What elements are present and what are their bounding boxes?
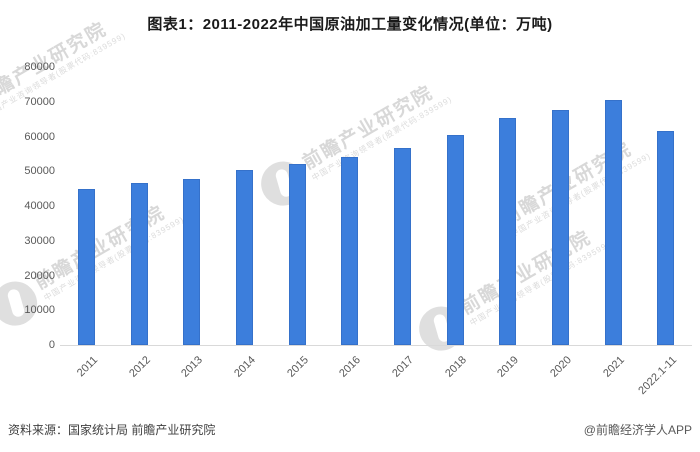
x-axis-tick-label: 2021 [600, 354, 627, 380]
y-axis-tick-label: 30000 [24, 234, 55, 247]
x-axis-tick-label: 2020 [548, 354, 574, 380]
y-axis-tick-label: 10000 [24, 304, 55, 317]
chart-title: 图表1：2011-2022年中国原油加工量变化情况(单位：万吨) [147, 16, 553, 33]
bar-2020 [551, 110, 569, 345]
x-axis-tick-label: 2016 [337, 354, 364, 380]
x-axis-line [60, 345, 692, 346]
source-note: 资料来源：国家统计局 前瞻产业研究院 [8, 423, 216, 437]
bar-2021 [604, 100, 622, 345]
bar-2015 [288, 163, 306, 345]
y-axis-tick-label: 70000 [24, 95, 55, 108]
x-axis-tick-label: 2015 [284, 354, 311, 380]
credit-note: @前瞻经济学人APP [583, 423, 692, 437]
x-axis-tick-label: 2017 [390, 354, 416, 380]
bar-2018 [446, 135, 464, 345]
bar-2019 [499, 118, 517, 345]
x-axis-tick-label: 2012 [126, 354, 153, 380]
y-axis-tick-label: 50000 [24, 165, 55, 178]
y-axis-tick-label: 20000 [24, 269, 55, 282]
bar-2013 [183, 178, 201, 345]
x-axis-tick-label: 2019 [495, 354, 522, 380]
bar-2017 [393, 147, 411, 345]
x-axis-tick-label: 2011 [74, 354, 100, 380]
bar-2016 [341, 157, 359, 345]
x-axis-tick-label: 2022.1-11 [636, 354, 680, 397]
bar-2011 [77, 189, 95, 345]
y-axis-tick-label: 0 [48, 339, 55, 351]
x-axis-tick-label: 2018 [442, 354, 469, 380]
y-axis-tick-label: 40000 [24, 200, 55, 212]
y-axis-tick-label: 60000 [24, 130, 55, 143]
y-axis-tick-label: 80000 [24, 61, 55, 73]
bar-2022.1-11 [657, 130, 675, 345]
bar-2014 [235, 170, 253, 345]
bar-2012 [130, 182, 148, 345]
x-axis-tick-label: 2014 [232, 354, 258, 380]
x-axis-tick-label: 2013 [179, 354, 206, 380]
